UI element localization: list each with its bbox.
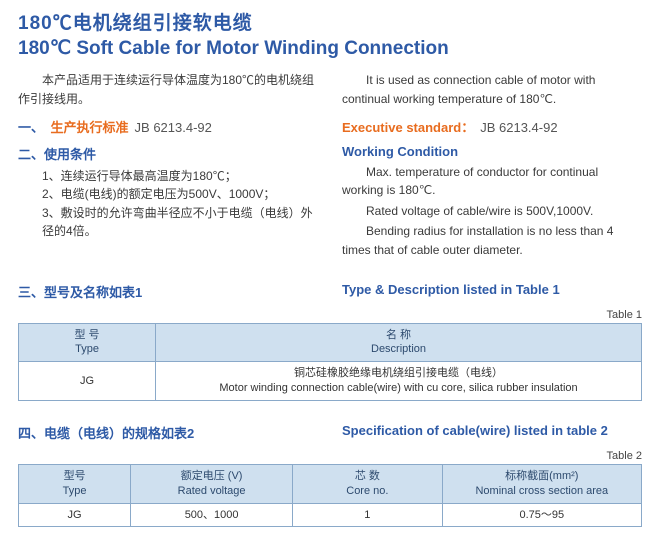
th-core: 芯 数Core no.	[293, 464, 443, 503]
td-type: JG	[19, 362, 156, 401]
th-desc: 名 称Description	[156, 323, 642, 362]
td-type: JG	[19, 503, 131, 527]
th-type: 型号Type	[19, 464, 131, 503]
title-en: 180℃ Soft Cable for Motor Winding Connec…	[18, 37, 642, 62]
table2-head-en: Specification of cable(wire) listed in t…	[342, 423, 642, 442]
table2-head-cn: 四、电缆（电线）的规格如表2	[18, 423, 318, 442]
intro-row: 本产品适用于连续运行导体温度为180℃的电机绕组作引接线用。 一、 生产执行标准…	[18, 71, 642, 261]
th-voltage: 额定电压 (V)Rated voltage	[131, 464, 293, 503]
table1-head-cn: 三、型号及名称如表1	[18, 282, 318, 301]
table-header-row: 型 号Type 名 称Description	[19, 323, 642, 362]
cond-head-cn: 二、使用条件	[18, 144, 318, 163]
td-desc: 铜芯硅橡胶绝缘电机绕组引接电缆（电线）Motor winding connect…	[156, 362, 642, 401]
td-area: 0.75～95	[442, 503, 641, 527]
cond-head-en: Working Condition	[342, 144, 642, 159]
cond-item: 2、电缆(电线)的额定电压为500V、1000V；	[42, 185, 318, 204]
th-type: 型 号Type	[19, 323, 156, 362]
table-row: JG 500、1000 1 0.75～95	[19, 503, 642, 527]
intro-en-col: It is used as connection cable of motor …	[342, 71, 642, 261]
cond-para: Bending radius for installation is no le…	[342, 222, 642, 259]
intro-en: It is used as connection cable of motor …	[342, 71, 642, 108]
exec-standard-cn: 一、 生产执行标准 JB 6213.4-92	[18, 117, 318, 136]
title-cn: 180℃电机绕组引接软电缆	[18, 12, 642, 37]
td-voltage: 500、1000	[131, 503, 293, 527]
td-core: 1	[293, 503, 443, 527]
table-header-row: 型号Type 额定电压 (V)Rated voltage 芯 数Core no.…	[19, 464, 642, 503]
exec-label-en: Executive standard：	[342, 120, 474, 135]
table1-head-row: 三、型号及名称如表1 Type & Description listed in …	[18, 274, 642, 305]
cond-item: 1、连续运行导体最高温度为180℃；	[42, 167, 318, 186]
th-area: 标称截面(mm²)Nominal cross section area	[442, 464, 641, 503]
exec-label-cn: 生产执行标准	[51, 120, 129, 135]
cond-item: 3、敷设时的允许弯曲半径应不小于电缆（电线）外径的4倍。	[42, 204, 318, 241]
table2: 型号Type 额定电压 (V)Rated voltage 芯 数Core no.…	[18, 464, 642, 528]
sec-num: 一、	[18, 120, 38, 135]
cond-para: Rated voltage of cable/wire is 500V,1000…	[342, 202, 642, 221]
exec-code-en: JB 6213.4-92	[480, 120, 557, 135]
intro-cn-col: 本产品适用于连续运行导体温度为180℃的电机绕组作引接线用。 一、 生产执行标准…	[18, 71, 318, 261]
title-block: 180℃电机绕组引接软电缆 180℃ Soft Cable for Motor …	[18, 12, 642, 61]
table2-head-row: 四、电缆（电线）的规格如表2 Specification of cable(wi…	[18, 415, 642, 446]
intro-cn: 本产品适用于连续运行导体温度为180℃的电机绕组作引接线用。	[18, 71, 318, 108]
table2-label: Table 2	[18, 450, 642, 462]
cond-para: Max. temperature of conductor for contin…	[342, 163, 642, 200]
table1-label: Table 1	[18, 309, 642, 321]
exec-standard-en: Executive standard： JB 6213.4-92	[342, 117, 642, 136]
exec-code-cn: JB 6213.4-92	[135, 120, 212, 135]
table-row: JG 铜芯硅橡胶绝缘电机绕组引接电缆（电线）Motor winding conn…	[19, 362, 642, 401]
table1-head-en: Type & Description listed in Table 1	[342, 282, 642, 301]
table1: 型 号Type 名 称Description JG 铜芯硅橡胶绝缘电机绕组引接电…	[18, 323, 642, 401]
